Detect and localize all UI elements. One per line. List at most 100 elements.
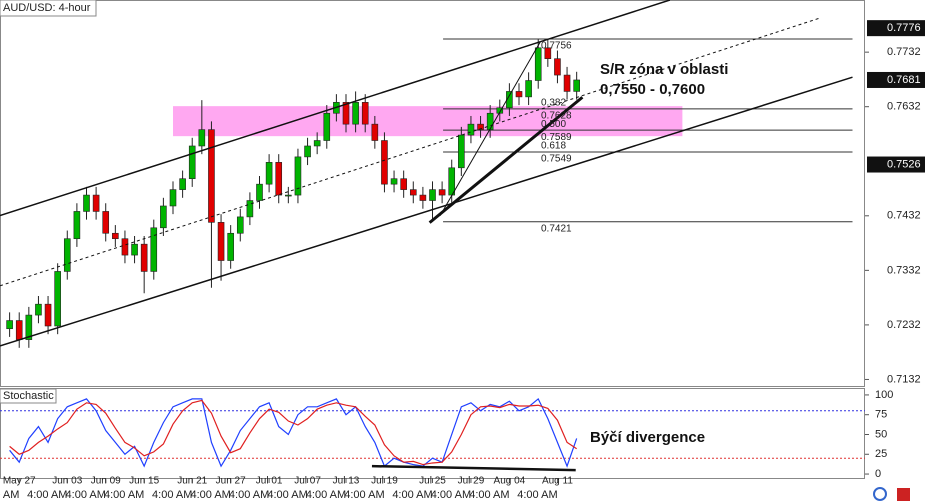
price-marker xyxy=(867,156,925,173)
x-tick-label: Jun 15 xyxy=(129,476,159,487)
candle-body xyxy=(458,134,465,169)
price-marker-label: 0.7681 xyxy=(887,74,921,86)
fib-price-label: 0.7628 xyxy=(541,111,572,122)
candle-body xyxy=(73,211,81,240)
price-marker xyxy=(867,71,925,88)
x-time-label: 4:00 AM xyxy=(392,489,432,501)
y-tick-label: 0.7132 xyxy=(887,373,921,385)
candle-body xyxy=(419,194,427,201)
link-icon[interactable] xyxy=(873,487,887,501)
candle-body xyxy=(227,232,234,261)
x-tick-label: Aug 04 xyxy=(494,476,526,487)
x-time-label: 4:00 AM xyxy=(344,489,384,501)
candle-body xyxy=(515,91,523,98)
x-time-label: 4:00 AM xyxy=(104,489,144,501)
x-tick-label: Jun 21 xyxy=(177,476,207,487)
candle-body xyxy=(438,189,446,196)
candle-body xyxy=(236,216,244,234)
y-tick-label: 100 xyxy=(875,389,893,401)
price-panel xyxy=(0,0,865,387)
x-tick-label: Jul 25 xyxy=(419,476,446,487)
x-time-label: 4:00 AM xyxy=(66,489,106,501)
x-tick-label: May 27 xyxy=(3,476,36,487)
x-tick-label: Jul 07 xyxy=(294,476,321,487)
candle-body xyxy=(44,303,52,327)
candle-body xyxy=(54,271,61,327)
candle-body xyxy=(102,211,110,234)
fib-price-label: 0.7549 xyxy=(541,154,572,165)
chart-title: AUD/USD: 4-hour xyxy=(3,2,91,14)
y-tick-label: 0.7732 xyxy=(887,46,921,58)
price-marker-label: 0.7776 xyxy=(887,22,921,34)
candle-body xyxy=(256,183,263,201)
candle-body xyxy=(554,58,561,76)
price-marker xyxy=(867,20,925,37)
title-box xyxy=(0,0,97,17)
candle-body xyxy=(323,112,331,141)
fib-ratio-label: 0.618 xyxy=(541,141,566,152)
trendline xyxy=(0,76,853,347)
candle-body xyxy=(563,74,571,92)
y-tick-label: 0 xyxy=(875,468,881,480)
candle-body xyxy=(390,178,398,185)
annotation: 0,7550 - 0,7600 xyxy=(600,81,705,98)
stoch-trendline xyxy=(371,464,576,472)
price-marker-label: 0.7526 xyxy=(887,158,921,170)
candle-body xyxy=(15,320,23,340)
fib-price-label: 0.7421 xyxy=(541,223,572,234)
candle-body xyxy=(409,189,417,196)
x-tick-label: Jul 13 xyxy=(333,476,360,487)
trendline xyxy=(439,41,541,216)
sr-zone xyxy=(173,106,683,137)
close-icon[interactable] xyxy=(897,488,910,501)
candle-body xyxy=(477,123,484,130)
candle-body xyxy=(400,178,407,190)
x-time-label: 4:00 AM xyxy=(0,489,19,501)
candle-body xyxy=(150,227,158,272)
candle-body xyxy=(188,145,196,180)
fib-price-label: 0.7589 xyxy=(541,132,572,143)
y-tick-label: 0.7632 xyxy=(887,101,921,113)
x-time-label: 4:00 AM xyxy=(229,489,269,501)
candle-body xyxy=(525,80,532,98)
candle-body xyxy=(6,320,13,330)
y-tick-label: 50 xyxy=(875,428,887,440)
y-tick-label: 0.7432 xyxy=(887,210,921,222)
candle-body xyxy=(208,129,215,223)
candle-body xyxy=(265,162,273,185)
candle-body xyxy=(544,47,552,59)
x-time-label: 4:00 AM xyxy=(431,489,471,501)
icons[interactable] xyxy=(873,487,910,501)
candle-body xyxy=(573,79,580,92)
stoch-line xyxy=(9,397,578,468)
candle-body xyxy=(275,162,283,196)
x-tick-label: Jul 19 xyxy=(371,476,398,487)
candle-body xyxy=(246,200,254,218)
x-time-label: 4:00 AM xyxy=(517,489,557,501)
x-time-label: 4:00 AM xyxy=(267,489,307,501)
x-time-label: 4:00 AM xyxy=(306,489,346,501)
candle-body xyxy=(352,102,359,125)
stoch-label: Stochastic xyxy=(3,390,54,402)
candle-body xyxy=(304,145,311,158)
candle-body xyxy=(160,205,167,229)
x-tick-label: Aug 11 xyxy=(542,476,573,487)
fib-price-label: 0.7756 xyxy=(541,41,572,52)
y-tick-label: 75 xyxy=(875,409,887,421)
stoch-label-box xyxy=(0,388,57,404)
candle-body xyxy=(140,243,148,272)
candle-body xyxy=(496,107,504,114)
x-time-label: 4:00 AM xyxy=(27,489,67,501)
x-tick-label: Jul 01 xyxy=(256,476,283,487)
candle-body xyxy=(83,194,90,212)
x-time-label: 4:00 AM xyxy=(469,489,509,501)
candle-body xyxy=(361,102,369,125)
stoch-line xyxy=(9,399,577,466)
layer xyxy=(0,0,869,483)
candle-body xyxy=(169,189,177,207)
stoch-panel xyxy=(0,388,865,479)
candle-body xyxy=(92,194,100,212)
y-tick-label: 0.7232 xyxy=(887,319,921,331)
candle-body xyxy=(285,194,292,197)
